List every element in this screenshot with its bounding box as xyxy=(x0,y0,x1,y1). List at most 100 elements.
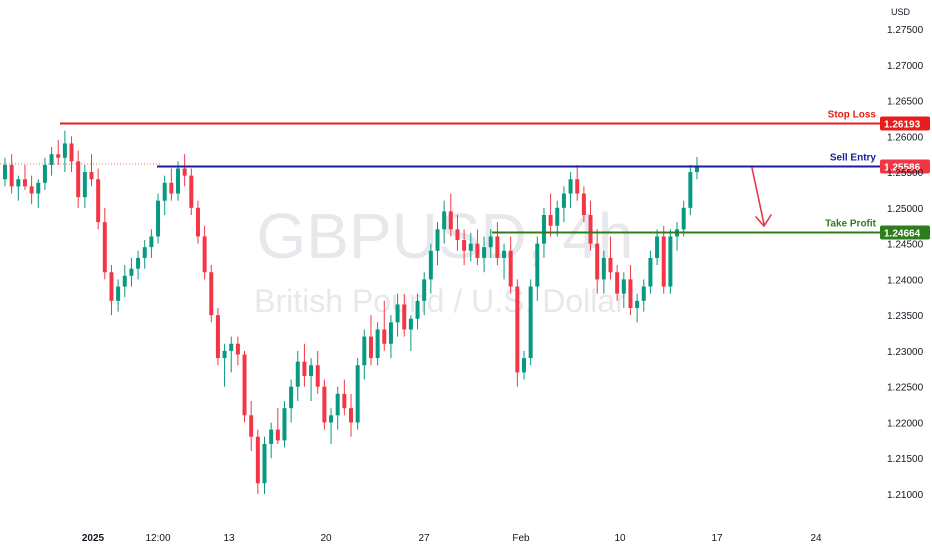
candle-body xyxy=(162,182,167,201)
candle-body xyxy=(555,207,560,226)
candle xyxy=(595,229,600,294)
candle-body xyxy=(3,164,7,180)
candle xyxy=(568,172,573,208)
candle-body xyxy=(309,365,314,376)
candle xyxy=(388,315,393,359)
candle-body xyxy=(116,286,121,301)
candle xyxy=(82,164,87,208)
candle-body xyxy=(56,154,61,158)
candle-body xyxy=(169,182,174,194)
candle xyxy=(601,250,606,294)
candle xyxy=(548,193,553,237)
candle-body xyxy=(189,175,194,208)
candle xyxy=(282,401,287,448)
candle-body xyxy=(628,279,633,308)
candle xyxy=(109,265,114,316)
candle xyxy=(195,200,200,244)
take-profit-price-text: 1.24664 xyxy=(884,229,921,240)
x-tick-label: Feb xyxy=(512,533,530,544)
candle-body xyxy=(289,386,294,409)
candle-body xyxy=(149,236,154,248)
candle-body xyxy=(462,240,467,251)
candle xyxy=(535,236,540,301)
candle-body xyxy=(229,343,234,351)
candle xyxy=(156,193,161,244)
y-tick-label: 1.25500 xyxy=(887,168,924,179)
sell-entry-label: Sell Entry xyxy=(830,153,877,164)
candle xyxy=(462,229,467,266)
candle xyxy=(3,157,7,187)
candle xyxy=(455,215,460,251)
candle xyxy=(62,130,67,173)
candle-body xyxy=(109,272,114,301)
x-tick-label: 13 xyxy=(223,533,235,544)
candle-body xyxy=(508,250,513,287)
candle-body xyxy=(641,286,646,301)
candle xyxy=(482,236,487,273)
take-profit-price-badge xyxy=(880,225,930,240)
candle xyxy=(442,200,447,244)
time-axis[interactable]: 2025 12:00 13 20 27 Feb 10 17 24 xyxy=(82,533,822,544)
y-tick-label: 1.23000 xyxy=(887,347,924,358)
candle xyxy=(502,243,507,280)
candle xyxy=(668,229,673,294)
candle-body xyxy=(488,236,493,248)
candle xyxy=(475,229,480,266)
x-tick-label: 2025 xyxy=(82,533,105,544)
y-tick-label: 1.27000 xyxy=(887,61,924,72)
candle-body xyxy=(249,415,254,437)
y-tick-label: 1.27500 xyxy=(887,25,924,36)
x-tick-label: 17 xyxy=(711,533,723,544)
candle xyxy=(129,257,134,287)
candle-body xyxy=(475,243,480,258)
candle xyxy=(169,168,174,201)
candle xyxy=(309,358,314,401)
candle xyxy=(428,243,433,294)
candle-body xyxy=(601,257,606,280)
candle-body xyxy=(621,279,626,294)
candle xyxy=(422,272,427,316)
price-axis[interactable]: 1.27500 1.27000 1.26500 1.26000 1.25500 1.250… xyxy=(887,25,924,501)
candle xyxy=(355,358,360,430)
y-tick-label: 1.24000 xyxy=(887,275,924,286)
candle xyxy=(149,229,154,258)
x-tick-label: 12:00 xyxy=(145,533,170,544)
candle-body xyxy=(382,329,387,344)
candle-body xyxy=(16,179,21,187)
candle xyxy=(49,147,54,176)
candle-body xyxy=(661,236,666,287)
candle-body xyxy=(388,322,393,344)
candle-body xyxy=(136,257,141,269)
candle-body xyxy=(448,211,453,230)
candle xyxy=(302,343,307,387)
candle xyxy=(329,408,334,444)
candle xyxy=(255,429,260,494)
candle-body xyxy=(89,172,94,180)
candle-body xyxy=(242,354,247,416)
candle xyxy=(342,379,347,416)
candle xyxy=(448,193,453,237)
candle-body xyxy=(9,164,14,187)
candle-body xyxy=(541,215,546,244)
candle-body xyxy=(502,250,507,258)
candle xyxy=(615,265,620,301)
candle-body xyxy=(102,222,107,273)
candle xyxy=(335,386,340,430)
stop-loss-price-badge xyxy=(880,116,930,131)
candle xyxy=(628,265,633,316)
candle xyxy=(375,322,380,366)
y-tick-label: 1.22500 xyxy=(887,383,924,394)
sell-entry-price-text: 1.25586 xyxy=(884,163,921,174)
candle xyxy=(681,200,686,237)
candle xyxy=(362,329,367,380)
candle-body xyxy=(395,304,400,323)
candle-body xyxy=(142,247,147,258)
candle xyxy=(588,200,593,251)
candle-body xyxy=(76,161,81,198)
candle-body xyxy=(349,408,353,423)
candle xyxy=(655,229,660,266)
candle xyxy=(295,350,300,401)
candle-body xyxy=(209,272,214,316)
y-tick-label: 1.21000 xyxy=(887,490,924,501)
